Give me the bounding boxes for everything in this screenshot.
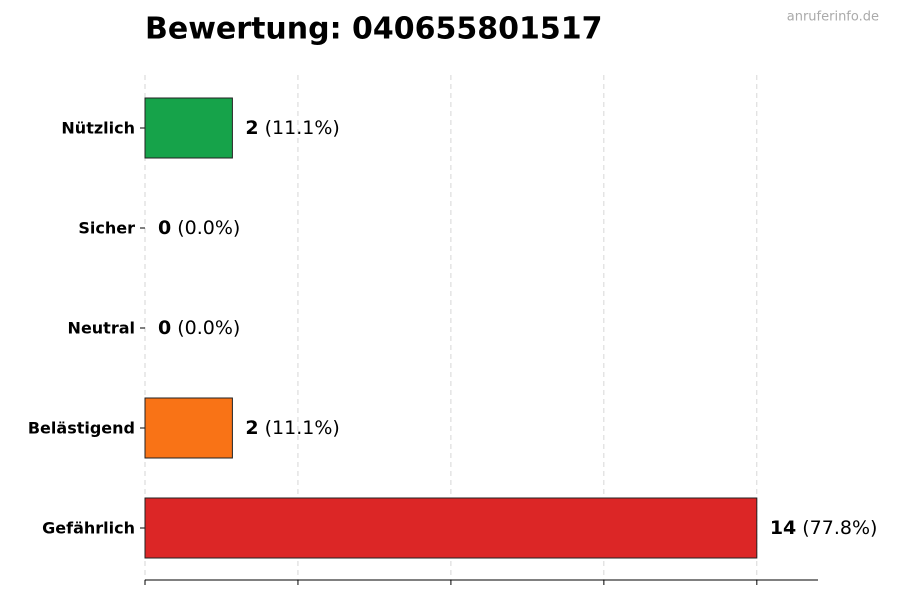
y-tick-label: Belästigend [28,419,135,438]
value-number: 2 [245,417,258,439]
y-tick-label: Sicher [78,219,135,238]
value-label: 2 (11.1%) [245,417,339,439]
value-number: 0 [158,217,171,239]
value-label: 14 (77.8%) [770,517,878,539]
y-tick-label: Gefährlich [42,519,135,538]
value-number: 14 [770,517,796,539]
value-label: 0 (0.0%) [158,317,240,339]
value-percent: (0.0%) [177,217,240,239]
watermark: anruferinfo.de [787,10,879,25]
value-number: 0 [158,317,171,339]
y-tick-label: Neutral [68,319,135,338]
value-percent: (77.8%) [802,517,877,539]
value-percent: (0.0%) [177,317,240,339]
value-percent: (11.1%) [265,117,340,139]
chart-title: Bewertung: 040655801517 [145,12,603,47]
y-tick-label: Nützlich [61,119,135,138]
value-label: 0 (0.0%) [158,217,240,239]
value-percent: (11.1%) [265,417,340,439]
bar [144,97,233,159]
value-label: 2 (11.1%) [245,117,339,139]
bar [144,497,758,559]
bar [144,397,233,459]
value-number: 2 [245,117,258,139]
